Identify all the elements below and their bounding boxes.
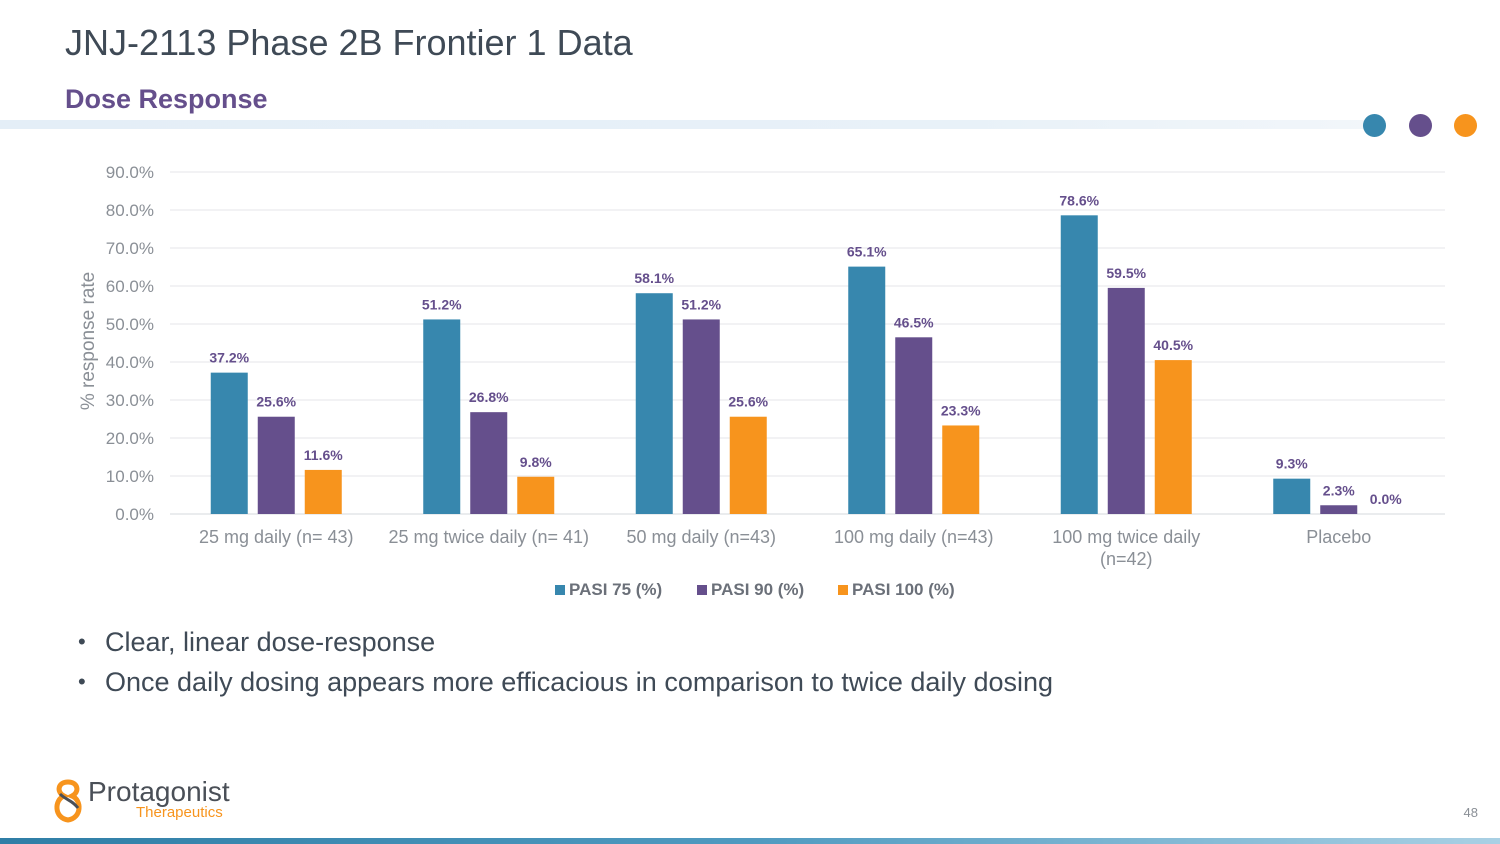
bar-pasi-100 bbox=[517, 476, 555, 514]
bar-pasi-75 bbox=[423, 319, 461, 514]
bar-pasi-100 bbox=[729, 416, 767, 514]
purple-dot-decoration bbox=[1409, 114, 1432, 137]
x-category-label: 25 mg twice daily (n= 41) bbox=[388, 527, 589, 547]
bars bbox=[210, 215, 1358, 514]
logo-wordmark: Protagonist bbox=[88, 776, 230, 807]
data-label: 37.2% bbox=[209, 350, 249, 366]
bar-pasi-75 bbox=[848, 266, 886, 514]
bullet-text: Clear, linear dose-response bbox=[105, 627, 436, 657]
bar-pasi-100 bbox=[304, 469, 342, 514]
bar-pasi-100 bbox=[942, 425, 980, 514]
bar-pasi-90 bbox=[257, 416, 295, 514]
bullet-marker: • bbox=[78, 669, 86, 694]
y-tick-label: 0.0% bbox=[115, 505, 154, 524]
x-axis-categories: 25 mg daily (n= 43) 25 mg twice daily (n=… bbox=[199, 527, 1371, 569]
y-tick-label: 20.0% bbox=[106, 429, 154, 448]
y-tick-label: 80.0% bbox=[106, 201, 154, 220]
bar-pasi-100 bbox=[1154, 360, 1192, 514]
bar-pasi-90 bbox=[470, 412, 508, 514]
logo-tagline: Therapeutics bbox=[136, 804, 223, 821]
legend-label: PASI 90 (%) bbox=[711, 580, 804, 599]
data-label: 2.3% bbox=[1323, 482, 1355, 498]
teal-dot-decoration bbox=[1363, 114, 1386, 137]
legend-label: PASI 75 (%) bbox=[569, 580, 662, 599]
data-label: 9.3% bbox=[1276, 456, 1308, 472]
protagonist-logo: Protagonist Therapeutics bbox=[48, 776, 248, 826]
slide-title: JNJ-2113 Phase 2B Frontier 1 Data bbox=[65, 22, 633, 63]
data-label: 65.1% bbox=[847, 244, 887, 260]
y-tick-label: 60.0% bbox=[106, 277, 154, 296]
footer-bar bbox=[0, 838, 1500, 844]
dose-response-bar-chart: 0.0% 10.0% 20.0% 30.0% 40.0% 50.0% 60.0% 70.0% 8… bbox=[78, 163, 1445, 599]
bar-pasi-90 bbox=[895, 337, 933, 514]
bullet-item: • Clear, linear dose-response bbox=[78, 622, 1053, 662]
bar-pasi-90 bbox=[1320, 505, 1358, 514]
x-category-label: 50 mg daily (n=43) bbox=[626, 527, 776, 547]
protagonist-logo-icon bbox=[54, 779, 82, 823]
bar-pasi-90 bbox=[1107, 287, 1145, 514]
bar-pasi-75 bbox=[635, 293, 673, 514]
data-label: 46.5% bbox=[894, 314, 934, 330]
data-label: 9.8% bbox=[520, 454, 552, 470]
slide-subtitle: Dose Response bbox=[65, 84, 268, 114]
legend-label: PASI 100 (%) bbox=[852, 580, 955, 599]
chart-legend: PASI 75 (%) PASI 90 (%) PASI 100 (%) bbox=[555, 580, 955, 599]
orange-dot-decoration bbox=[1454, 114, 1477, 137]
bullet-list: • Clear, linear dose-response • Once daily… bbox=[78, 622, 1053, 702]
y-tick-label: 70.0% bbox=[106, 239, 154, 258]
data-label: 58.1% bbox=[634, 270, 674, 286]
data-labels: 37.2% 25.6% 11.6% 51.2% 26.8% 9.8% 58.1% 51.2% 2… bbox=[209, 192, 1402, 507]
data-label: 0.0% bbox=[1370, 491, 1402, 507]
y-tick-label: 30.0% bbox=[106, 391, 154, 410]
legend-swatch bbox=[697, 585, 707, 595]
data-label: 59.5% bbox=[1106, 265, 1146, 281]
y-tick-label: 40.0% bbox=[106, 353, 154, 372]
y-axis-ticks: 0.0% 10.0% 20.0% 30.0% 40.0% 50.0% 60.0% 70.0% 8… bbox=[106, 163, 154, 524]
data-label: 26.8% bbox=[469, 389, 509, 405]
page-number: 48 bbox=[1463, 805, 1478, 820]
data-label: 78.6% bbox=[1059, 192, 1099, 208]
data-label: 11.6% bbox=[304, 447, 343, 463]
x-category-label: 100 mg daily (n=43) bbox=[834, 527, 994, 547]
data-label: 51.2% bbox=[681, 296, 721, 312]
data-label: 23.3% bbox=[941, 402, 981, 418]
data-label: 40.5% bbox=[1153, 337, 1193, 353]
bar-pasi-75 bbox=[1060, 215, 1098, 514]
y-tick-label: 90.0% bbox=[106, 163, 154, 182]
data-label: 51.2% bbox=[422, 296, 462, 312]
y-tick-label: 50.0% bbox=[106, 315, 154, 334]
bullet-marker: • bbox=[78, 629, 86, 654]
legend-swatch bbox=[838, 585, 848, 595]
x-category-label: 100 mg twice daily bbox=[1052, 527, 1200, 547]
x-category-label: 25 mg daily (n= 43) bbox=[199, 527, 354, 547]
bullet-text: Once daily dosing appears more efficacio… bbox=[105, 667, 1054, 697]
data-label: 25.6% bbox=[728, 394, 768, 410]
x-category-label: (n=42) bbox=[1100, 549, 1153, 569]
bullet-item: • Once daily dosing appears more efficaci… bbox=[78, 662, 1053, 702]
bar-pasi-90 bbox=[682, 319, 720, 514]
grid-lines bbox=[170, 171, 1445, 515]
y-axis-label: % response rate bbox=[78, 272, 99, 410]
x-category-label: Placebo bbox=[1306, 527, 1371, 547]
title-divider bbox=[0, 120, 1380, 129]
y-tick-label: 10.0% bbox=[106, 467, 154, 486]
legend-swatch bbox=[555, 585, 565, 595]
bar-pasi-75 bbox=[1273, 478, 1311, 514]
bar-pasi-75 bbox=[210, 372, 248, 514]
data-label: 25.6% bbox=[256, 394, 296, 410]
